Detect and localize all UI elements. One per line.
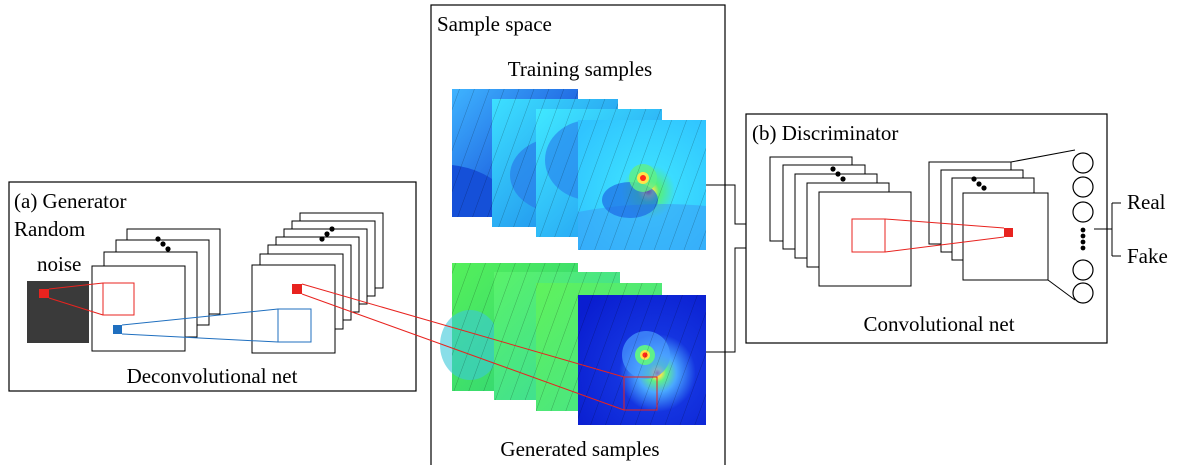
- discriminator-title: (b) Discriminator: [752, 121, 898, 145]
- output-real-label: Real: [1127, 190, 1166, 214]
- vertical-ellipsis-icon: [1080, 227, 1086, 251]
- generated-samples-label: Generated samples: [500, 437, 659, 461]
- sample-space-panel: Sample space Training samples: [430, 4, 726, 470]
- vertical-ellipsis-icon: [971, 176, 987, 191]
- deconvolutional-net-label: Deconvolutional net: [127, 364, 298, 388]
- conv-stack-2: [928, 161, 1049, 281]
- neuron-column: [1072, 152, 1094, 304]
- deconv1-blue-pixel: [113, 325, 122, 334]
- vertical-ellipsis-icon: [319, 226, 335, 242]
- conv-stack-1: [769, 156, 912, 287]
- conv1-to-conv2-line-bottom: [884, 236, 1005, 253]
- discriminator-panel: (b) Discriminator: [745, 113, 1108, 344]
- generator-title: (a) Generator: [14, 189, 127, 213]
- generated-sample-red-window: [623, 376, 658, 411]
- sample-heatmap-icon: [578, 295, 706, 425]
- neuron-node-icon: [1072, 176, 1094, 198]
- noise-to-deconv1-line-top: [48, 282, 104, 290]
- output-fake-label: Fake: [1127, 244, 1168, 268]
- training-samples-stack: [452, 89, 706, 250]
- convolutional-net-label: Convolutional net: [863, 312, 1014, 336]
- neuron-node-icon: [1072, 201, 1094, 223]
- deconv2-red-pixel: [292, 284, 302, 294]
- output-bracket: [1094, 202, 1121, 257]
- deconv1-red-window: [102, 282, 135, 316]
- generator-to-sample-line-top: [301, 283, 625, 378]
- random-noise-label-line2: noise: [37, 252, 81, 276]
- generated-samples-stack: [440, 263, 706, 425]
- generator-to-sample-line-bottom: [301, 293, 625, 411]
- training-samples-label: Training samples: [508, 57, 652, 81]
- deconv1-to-deconv2-line-top: [121, 308, 279, 326]
- random-noise-label-line1: Random: [14, 217, 85, 241]
- noise-block: [27, 281, 89, 343]
- neuron-node-icon: [1072, 282, 1094, 304]
- deconv2-blue-window: [277, 308, 312, 343]
- noise-highlight-pixel: [39, 289, 49, 298]
- noise-to-deconv1-line-bottom: [48, 297, 104, 316]
- deconv1-to-deconv2-line-bottom: [121, 333, 279, 343]
- neuron-node-icon: [1072, 152, 1094, 174]
- sample-space-title: Sample space: [437, 12, 552, 36]
- fc-fan-lines: [1010, 149, 1076, 301]
- neuron-node-icon: [1072, 259, 1094, 281]
- vertical-ellipsis-icon: [155, 236, 171, 252]
- vertical-ellipsis-icon: [830, 166, 846, 182]
- generator-panel: (a) Generator Random noise: [8, 181, 417, 392]
- conv1-red-window: [851, 218, 886, 253]
- conv1-to-conv2-line-top: [884, 218, 1005, 229]
- conv2-red-pixel: [1004, 228, 1013, 237]
- sample-heatmap-icon: [578, 120, 706, 250]
- deconv-stack-1: [91, 228, 221, 352]
